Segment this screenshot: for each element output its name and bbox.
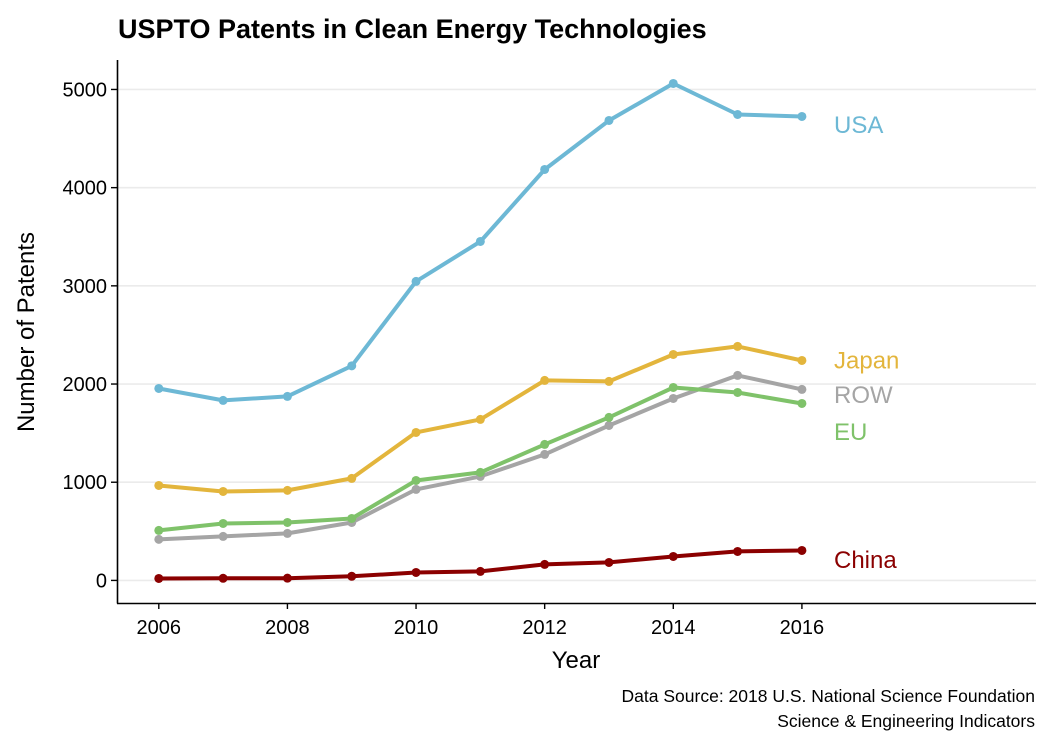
data-point — [218, 518, 228, 528]
data-point — [797, 545, 807, 555]
y-tick-label: 0 — [96, 570, 107, 592]
x-tick-label: 2008 — [265, 617, 310, 639]
y-tick-label: 5000 — [63, 79, 108, 101]
x-ticks: 2006 2008 2010 2012 2014 2016 — [137, 603, 825, 639]
data-point — [282, 485, 292, 495]
series-label-china: China — [834, 547, 897, 574]
series-usa — [154, 78, 807, 405]
series-eu — [154, 382, 807, 535]
data-point — [218, 486, 228, 496]
x-tick-label: 2016 — [780, 617, 825, 639]
series-label-usa: USA — [834, 112, 883, 139]
data-point — [475, 236, 485, 246]
x-axis-title: Year — [552, 647, 601, 674]
data-point — [411, 475, 421, 485]
caption-line-1: Data Source: 2018 U.S. National Science … — [622, 686, 1035, 706]
series-label-eu: EU — [834, 419, 867, 446]
data-point — [540, 559, 550, 569]
data-point — [347, 361, 357, 371]
data-point — [668, 349, 678, 359]
data-point — [347, 571, 357, 581]
data-point — [733, 546, 743, 556]
data-point — [282, 517, 292, 527]
series-japan — [154, 341, 807, 496]
data-point — [668, 78, 678, 88]
data-point — [797, 355, 807, 365]
data-point — [347, 473, 357, 483]
data-point — [411, 567, 421, 577]
data-point — [797, 384, 807, 394]
data-point — [733, 341, 743, 351]
y-tick-label: 1000 — [63, 472, 108, 494]
data-point — [218, 573, 228, 583]
data-point — [668, 382, 678, 392]
data-point — [604, 376, 614, 386]
data-point — [218, 531, 228, 541]
data-point — [540, 439, 550, 449]
data-point — [218, 395, 228, 405]
series-group — [154, 78, 807, 583]
x-tick-label: 2012 — [522, 617, 567, 639]
data-point — [154, 534, 164, 544]
data-point — [540, 375, 550, 385]
gridlines — [117, 88, 1036, 582]
data-point — [604, 557, 614, 567]
series-line-eu — [156, 385, 804, 533]
data-point — [475, 467, 485, 477]
x-tick-label: 2014 — [651, 617, 696, 639]
data-point — [604, 412, 614, 422]
y-axis-title: Number of Patents — [13, 232, 40, 432]
data-point — [604, 420, 614, 430]
y-tick-label: 4000 — [63, 178, 108, 200]
data-point — [797, 398, 807, 408]
data-point — [282, 528, 292, 538]
data-point — [604, 115, 614, 125]
x-tick-label: 2006 — [137, 617, 182, 639]
data-point — [733, 109, 743, 119]
y-tick-label: 3000 — [63, 276, 108, 298]
data-point — [797, 111, 807, 121]
data-point — [154, 383, 164, 393]
data-point — [668, 551, 678, 561]
data-point — [668, 393, 678, 403]
data-point — [282, 391, 292, 401]
data-point — [411, 427, 421, 437]
data-point — [154, 525, 164, 535]
data-point — [282, 573, 292, 583]
data-point — [475, 414, 485, 424]
chart-title: USPTO Patents in Clean Energy Technologi… — [118, 14, 707, 44]
data-point — [347, 513, 357, 523]
data-point — [154, 573, 164, 583]
series-china — [154, 545, 807, 583]
data-point — [154, 480, 164, 490]
y-ticks: 0 1000 2000 3000 4000 5000 — [63, 79, 117, 592]
data-point — [733, 370, 743, 380]
series-label-japan: Japan — [834, 347, 899, 374]
data-point — [540, 164, 550, 174]
axes — [116, 60, 1036, 605]
data-point — [411, 484, 421, 494]
caption-line-2: Science & Engineering Indicators — [777, 711, 1035, 731]
data-point — [540, 449, 550, 459]
y-tick-label: 2000 — [63, 374, 108, 396]
series-label-row: ROW — [834, 382, 893, 409]
x-tick-label: 2010 — [394, 617, 439, 639]
series-labels: USA Japan ROW EU China — [834, 112, 899, 574]
data-point — [411, 276, 421, 286]
data-point — [475, 566, 485, 576]
data-point — [733, 387, 743, 397]
